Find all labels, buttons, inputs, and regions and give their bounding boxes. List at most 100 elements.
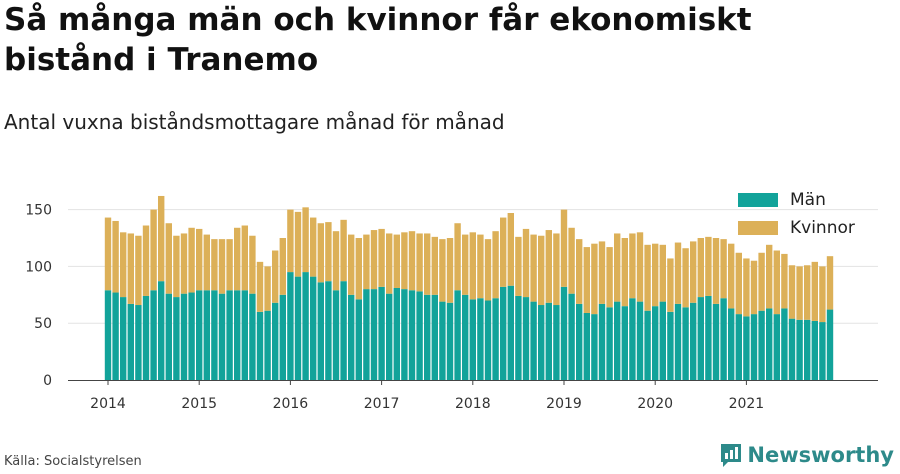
- bar-men: [781, 308, 788, 380]
- bar-men: [659, 301, 666, 380]
- bar-women: [393, 234, 400, 288]
- bar-women: [728, 243, 735, 309]
- bar-women: [507, 213, 514, 286]
- bar-women: [659, 244, 666, 302]
- bar-women: [196, 228, 203, 291]
- bar-women: [750, 260, 758, 315]
- bar-women: [500, 217, 507, 287]
- bar-women: [614, 233, 621, 302]
- bar-women: [386, 233, 393, 294]
- bar-women: [264, 266, 271, 311]
- bar-women: [583, 247, 590, 313]
- x-tick-label: 2019: [546, 396, 582, 412]
- bar-women: [811, 261, 818, 321]
- bar-men: [104, 290, 112, 380]
- bar-men: [750, 314, 758, 380]
- bar-women: [553, 233, 560, 306]
- bar-men: [431, 294, 438, 380]
- bar-men: [507, 285, 514, 380]
- bar-women: [203, 234, 210, 291]
- bar-women: [568, 227, 575, 294]
- bar-women: [401, 232, 408, 290]
- bar-women: [621, 238, 628, 307]
- bar-men: [826, 309, 834, 380]
- bar-women: [226, 239, 233, 291]
- bar-women: [249, 235, 256, 294]
- bar-women: [165, 223, 172, 294]
- bar-women: [545, 230, 552, 303]
- bar-men: [682, 307, 689, 380]
- x-tick-label: 2017: [364, 396, 400, 412]
- bar-women: [766, 244, 773, 309]
- bar-women: [781, 253, 788, 309]
- bar-women: [439, 239, 446, 302]
- bar-women: [302, 207, 309, 273]
- bar-men: [492, 298, 499, 380]
- bar-men: [234, 290, 241, 380]
- brand[interactable]: Newsworthy: [719, 442, 894, 468]
- bar-women: [652, 243, 659, 307]
- bar-men: [165, 293, 172, 380]
- bar-women: [690, 241, 697, 303]
- bar-men: [712, 303, 720, 380]
- bar-men: [158, 281, 165, 380]
- bar-women: [378, 228, 385, 287]
- bar-men: [363, 289, 370, 380]
- bar-men: [788, 318, 796, 380]
- legend-swatch-women: [738, 221, 778, 235]
- bar-men: [203, 290, 210, 380]
- bar-men: [522, 297, 530, 380]
- bar-men: [310, 276, 317, 380]
- bar-women: [697, 238, 704, 298]
- bar-men: [416, 291, 423, 380]
- bar-men: [112, 292, 119, 380]
- bar-women: [340, 219, 347, 282]
- bar-men: [370, 289, 378, 380]
- bar-women: [416, 233, 423, 292]
- bar-men: [408, 290, 416, 380]
- bar-women: [629, 233, 636, 299]
- bar-men: [340, 281, 347, 380]
- legend-label-men: Män: [790, 190, 826, 210]
- bar-men: [735, 314, 742, 380]
- bar-men: [530, 301, 537, 380]
- bar-men: [218, 293, 226, 380]
- x-tick-label: 2021: [729, 396, 765, 412]
- bar-men: [135, 305, 142, 380]
- bar-men: [568, 293, 575, 380]
- bar-men: [796, 319, 803, 380]
- bar-men: [636, 301, 644, 380]
- bars: [104, 195, 834, 380]
- bar-men: [819, 322, 826, 380]
- bar-men: [728, 308, 735, 380]
- bar-men: [317, 282, 324, 380]
- bar-women: [591, 243, 598, 315]
- chart-subtitle: Antal vuxna biståndsmottagare månad för …: [4, 110, 505, 134]
- bar-men: [256, 311, 264, 380]
- bar-women: [758, 252, 765, 311]
- bar-women: [294, 211, 302, 277]
- bar-women: [598, 241, 606, 304]
- bar-women: [636, 232, 644, 302]
- bar-men: [652, 306, 659, 380]
- bar-men: [591, 314, 598, 380]
- bar-men: [804, 319, 811, 380]
- x-tick-label: 2015: [181, 396, 217, 412]
- bar-women: [355, 238, 362, 300]
- bar-men: [690, 302, 697, 380]
- bar-men: [150, 290, 157, 380]
- bar-women: [142, 225, 150, 296]
- bar-men: [773, 314, 780, 380]
- bar-women: [135, 235, 142, 306]
- bar-men: [766, 308, 773, 380]
- bar-men: [469, 299, 476, 380]
- bar-men: [287, 272, 294, 380]
- bar-men: [142, 295, 150, 380]
- bar-men: [127, 303, 134, 380]
- legend-swatch-men: [738, 193, 778, 207]
- bar-men: [173, 297, 180, 380]
- bar-women: [735, 252, 742, 315]
- bar-women: [158, 195, 165, 282]
- bar-men: [188, 292, 195, 380]
- bar-men: [325, 281, 332, 380]
